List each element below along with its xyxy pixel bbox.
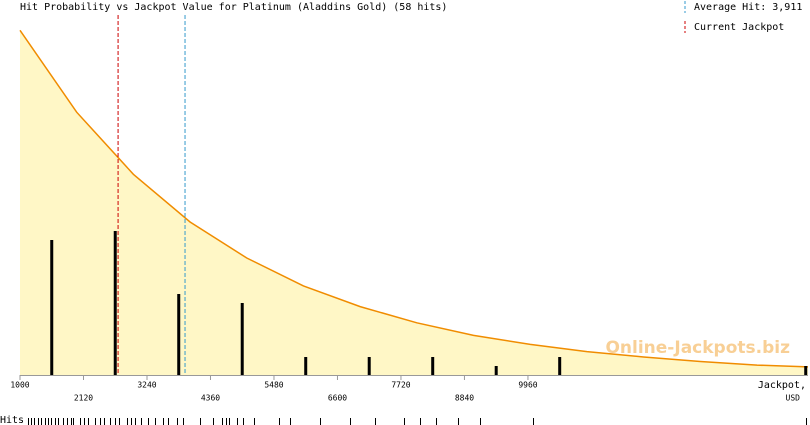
x-tick-label: 9960 xyxy=(518,381,537,390)
bar xyxy=(367,357,371,375)
x-tick-label: 4360 xyxy=(201,394,220,403)
bar xyxy=(558,357,562,375)
probability-area xyxy=(20,30,808,376)
x-tick-label: 5480 xyxy=(264,381,283,390)
x-tick-label: 2120 xyxy=(74,394,93,403)
x-tick-label: 1000 xyxy=(10,381,29,390)
bar xyxy=(431,357,435,375)
bar xyxy=(177,294,181,375)
chart-title: Hit Probability vs Jackpot Value for Pla… xyxy=(20,2,447,13)
bar xyxy=(304,357,308,375)
bar xyxy=(804,366,808,375)
watermark: Online-Jackpots.biz xyxy=(605,338,790,358)
x-tick-label: 6600 xyxy=(328,394,347,403)
bar xyxy=(494,366,498,375)
x-tick-label: 3240 xyxy=(137,381,156,390)
bar xyxy=(50,240,54,375)
x-axis-label: Jackpot, xyxy=(758,380,806,391)
x-tick-label: 8840 xyxy=(455,394,474,403)
probability-curve xyxy=(19,29,809,368)
x-axis-unit: USD xyxy=(786,394,801,403)
bar xyxy=(113,231,117,375)
bar xyxy=(240,303,244,375)
x-tick-label: 7720 xyxy=(391,381,410,390)
rug-label: Hits xyxy=(0,415,24,425)
legend-current: Current Jackpot xyxy=(694,22,784,33)
legend-average: Average Hit: 3,911 xyxy=(694,2,802,13)
